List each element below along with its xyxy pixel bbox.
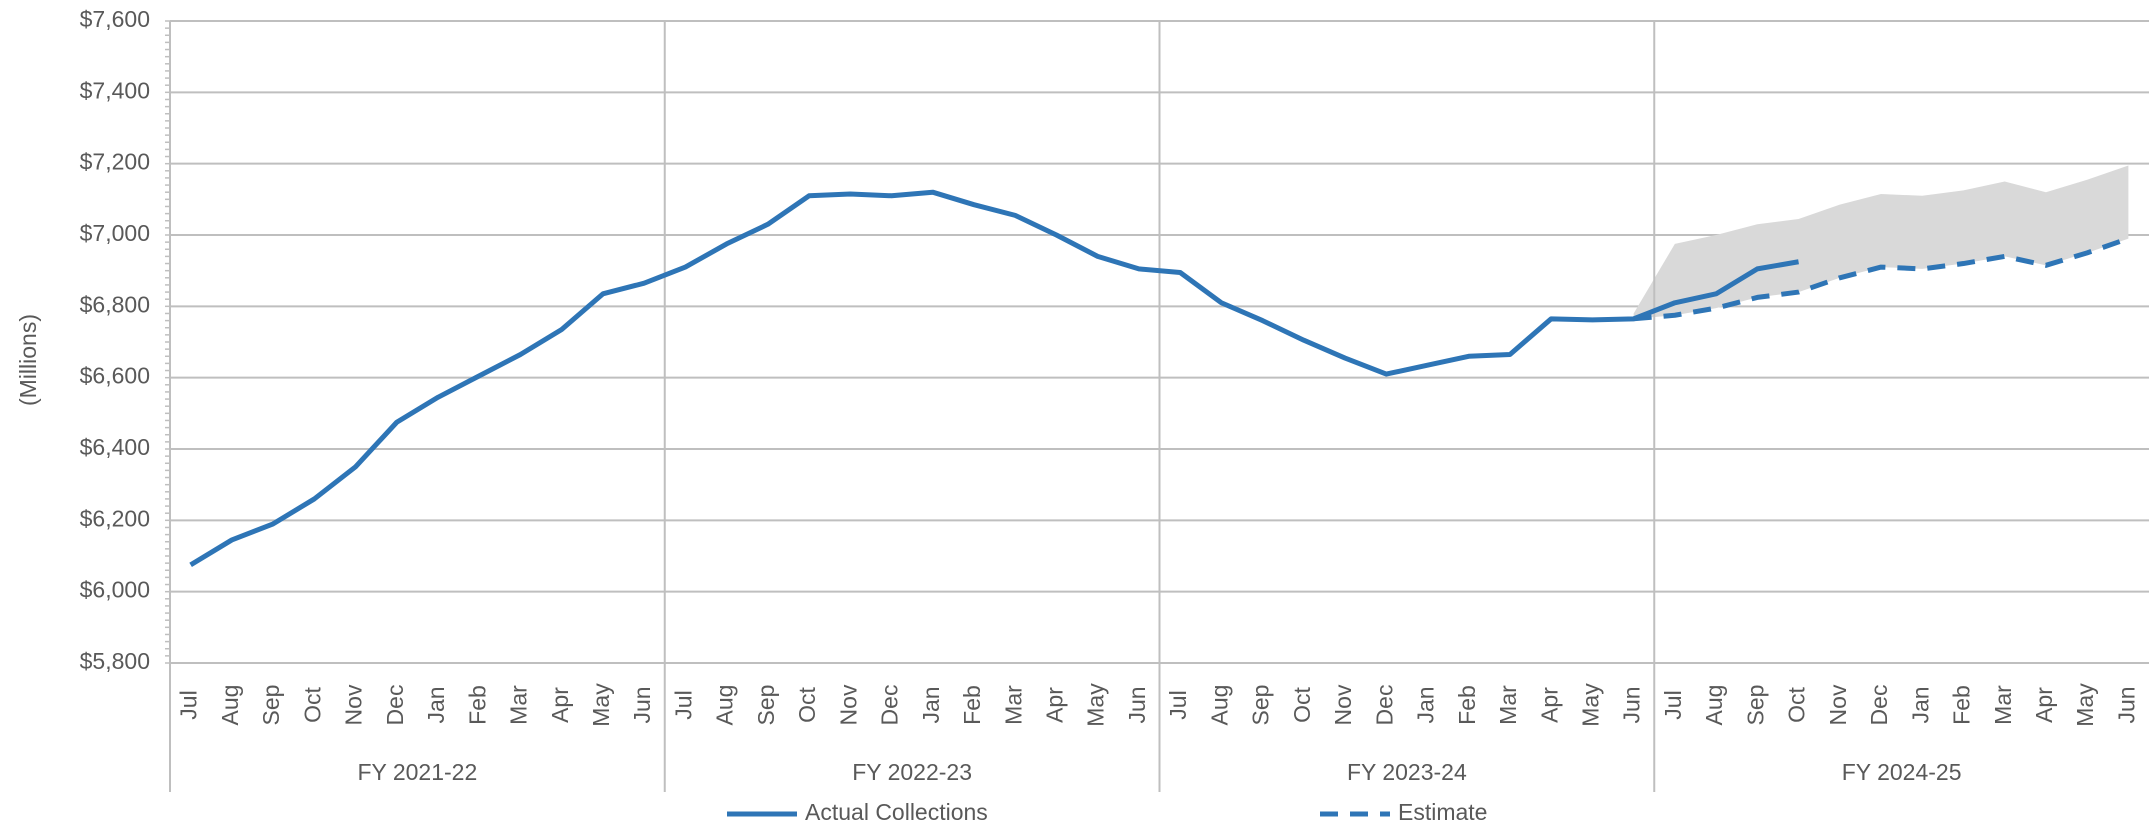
x-tick-label: Feb: [464, 685, 490, 725]
legend-label: Actual Collections: [805, 799, 988, 825]
x-tick-label: Nov: [835, 684, 861, 725]
x-tick-label: Sep: [258, 685, 284, 726]
x-tick-label: May: [1577, 683, 1603, 727]
x-tick-label: Mar: [1495, 685, 1521, 725]
x-tick-label: Jul: [1165, 690, 1191, 719]
x-tick-label: Feb: [1949, 685, 1975, 725]
y-tick-label: $7,400: [80, 77, 150, 103]
y-tick-label: $6,600: [80, 363, 150, 389]
x-tick-label: Nov: [1825, 684, 1851, 725]
x-tick-label: May: [588, 683, 614, 727]
x-tick-label: Dec: [1866, 685, 1892, 726]
x-tick-label: Apr: [1042, 687, 1068, 723]
x-tick-label: May: [2072, 683, 2098, 727]
y-tick-label: $6,000: [80, 577, 150, 603]
group-label: FY 2021-22: [357, 759, 477, 785]
x-tick-label: Aug: [1206, 685, 1232, 726]
x-tick-label: Dec: [877, 685, 903, 726]
x-tick-label: Jun: [1619, 686, 1645, 723]
y-tick-label: $6,200: [80, 505, 150, 531]
group-label: FY 2024-25: [1842, 759, 1962, 785]
x-tick-label: Jun: [1124, 686, 1150, 723]
x-tick-label: Jan: [1907, 686, 1933, 723]
x-tick-label: Jul: [176, 690, 202, 719]
range-band: [1633, 165, 2129, 319]
y-tick-label: $5,800: [80, 648, 150, 674]
x-tick-label: Nov: [341, 684, 367, 725]
x-tick-label: Jun: [2113, 686, 2139, 723]
x-tick-label: Feb: [1454, 685, 1480, 725]
x-tick-label: Oct: [299, 687, 325, 723]
x-tick-label: Sep: [753, 685, 779, 726]
x-tick-label: Oct: [1784, 687, 1810, 723]
y-tick-label: $6,800: [80, 291, 150, 317]
series-line: [189, 189, 1799, 568]
series-line: [1633, 236, 2130, 322]
x-tick-label: Dec: [382, 685, 408, 726]
x-tick-label: Mar: [1990, 685, 2016, 725]
y-tick-label: $6,400: [80, 434, 150, 460]
x-tick-label: Jan: [423, 686, 449, 723]
x-tick-label: Nov: [1330, 684, 1356, 725]
x-tick-label: Jan: [1413, 686, 1439, 723]
x-tick-label: Apr: [2031, 687, 2057, 723]
x-tick-label: Aug: [1701, 685, 1727, 726]
x-tick-label: Apr: [1536, 687, 1562, 723]
x-tick-label: Oct: [1289, 687, 1315, 723]
x-tick-label: Oct: [794, 687, 820, 723]
group-label: FY 2023-24: [1347, 759, 1467, 785]
x-tick-label: Apr: [547, 687, 573, 723]
y-tick-label: $7,600: [80, 6, 150, 32]
x-tick-label: Dec: [1371, 685, 1397, 726]
x-tick-label: Jan: [918, 686, 944, 723]
x-tick-label: Aug: [217, 685, 243, 726]
x-tick-label: Jul: [670, 690, 696, 719]
y-tick-label: $7,000: [80, 220, 150, 246]
x-tick-label: May: [1083, 683, 1109, 727]
x-tick-label: Sep: [1742, 685, 1768, 726]
legend-label: Estimate: [1398, 799, 1487, 825]
x-tick-label: Feb: [959, 685, 985, 725]
y-tick-label: $7,200: [80, 149, 150, 175]
x-tick-label: Sep: [1248, 685, 1274, 726]
x-tick-label: Jul: [1660, 690, 1686, 719]
x-tick-label: Mar: [506, 685, 532, 725]
x-tick-label: Mar: [1000, 685, 1026, 725]
x-tick-label: Aug: [712, 685, 738, 726]
x-tick-label: Jun: [629, 686, 655, 723]
group-label: FY 2022-23: [852, 759, 972, 785]
y-axis-label: (Millions): [15, 314, 41, 406]
